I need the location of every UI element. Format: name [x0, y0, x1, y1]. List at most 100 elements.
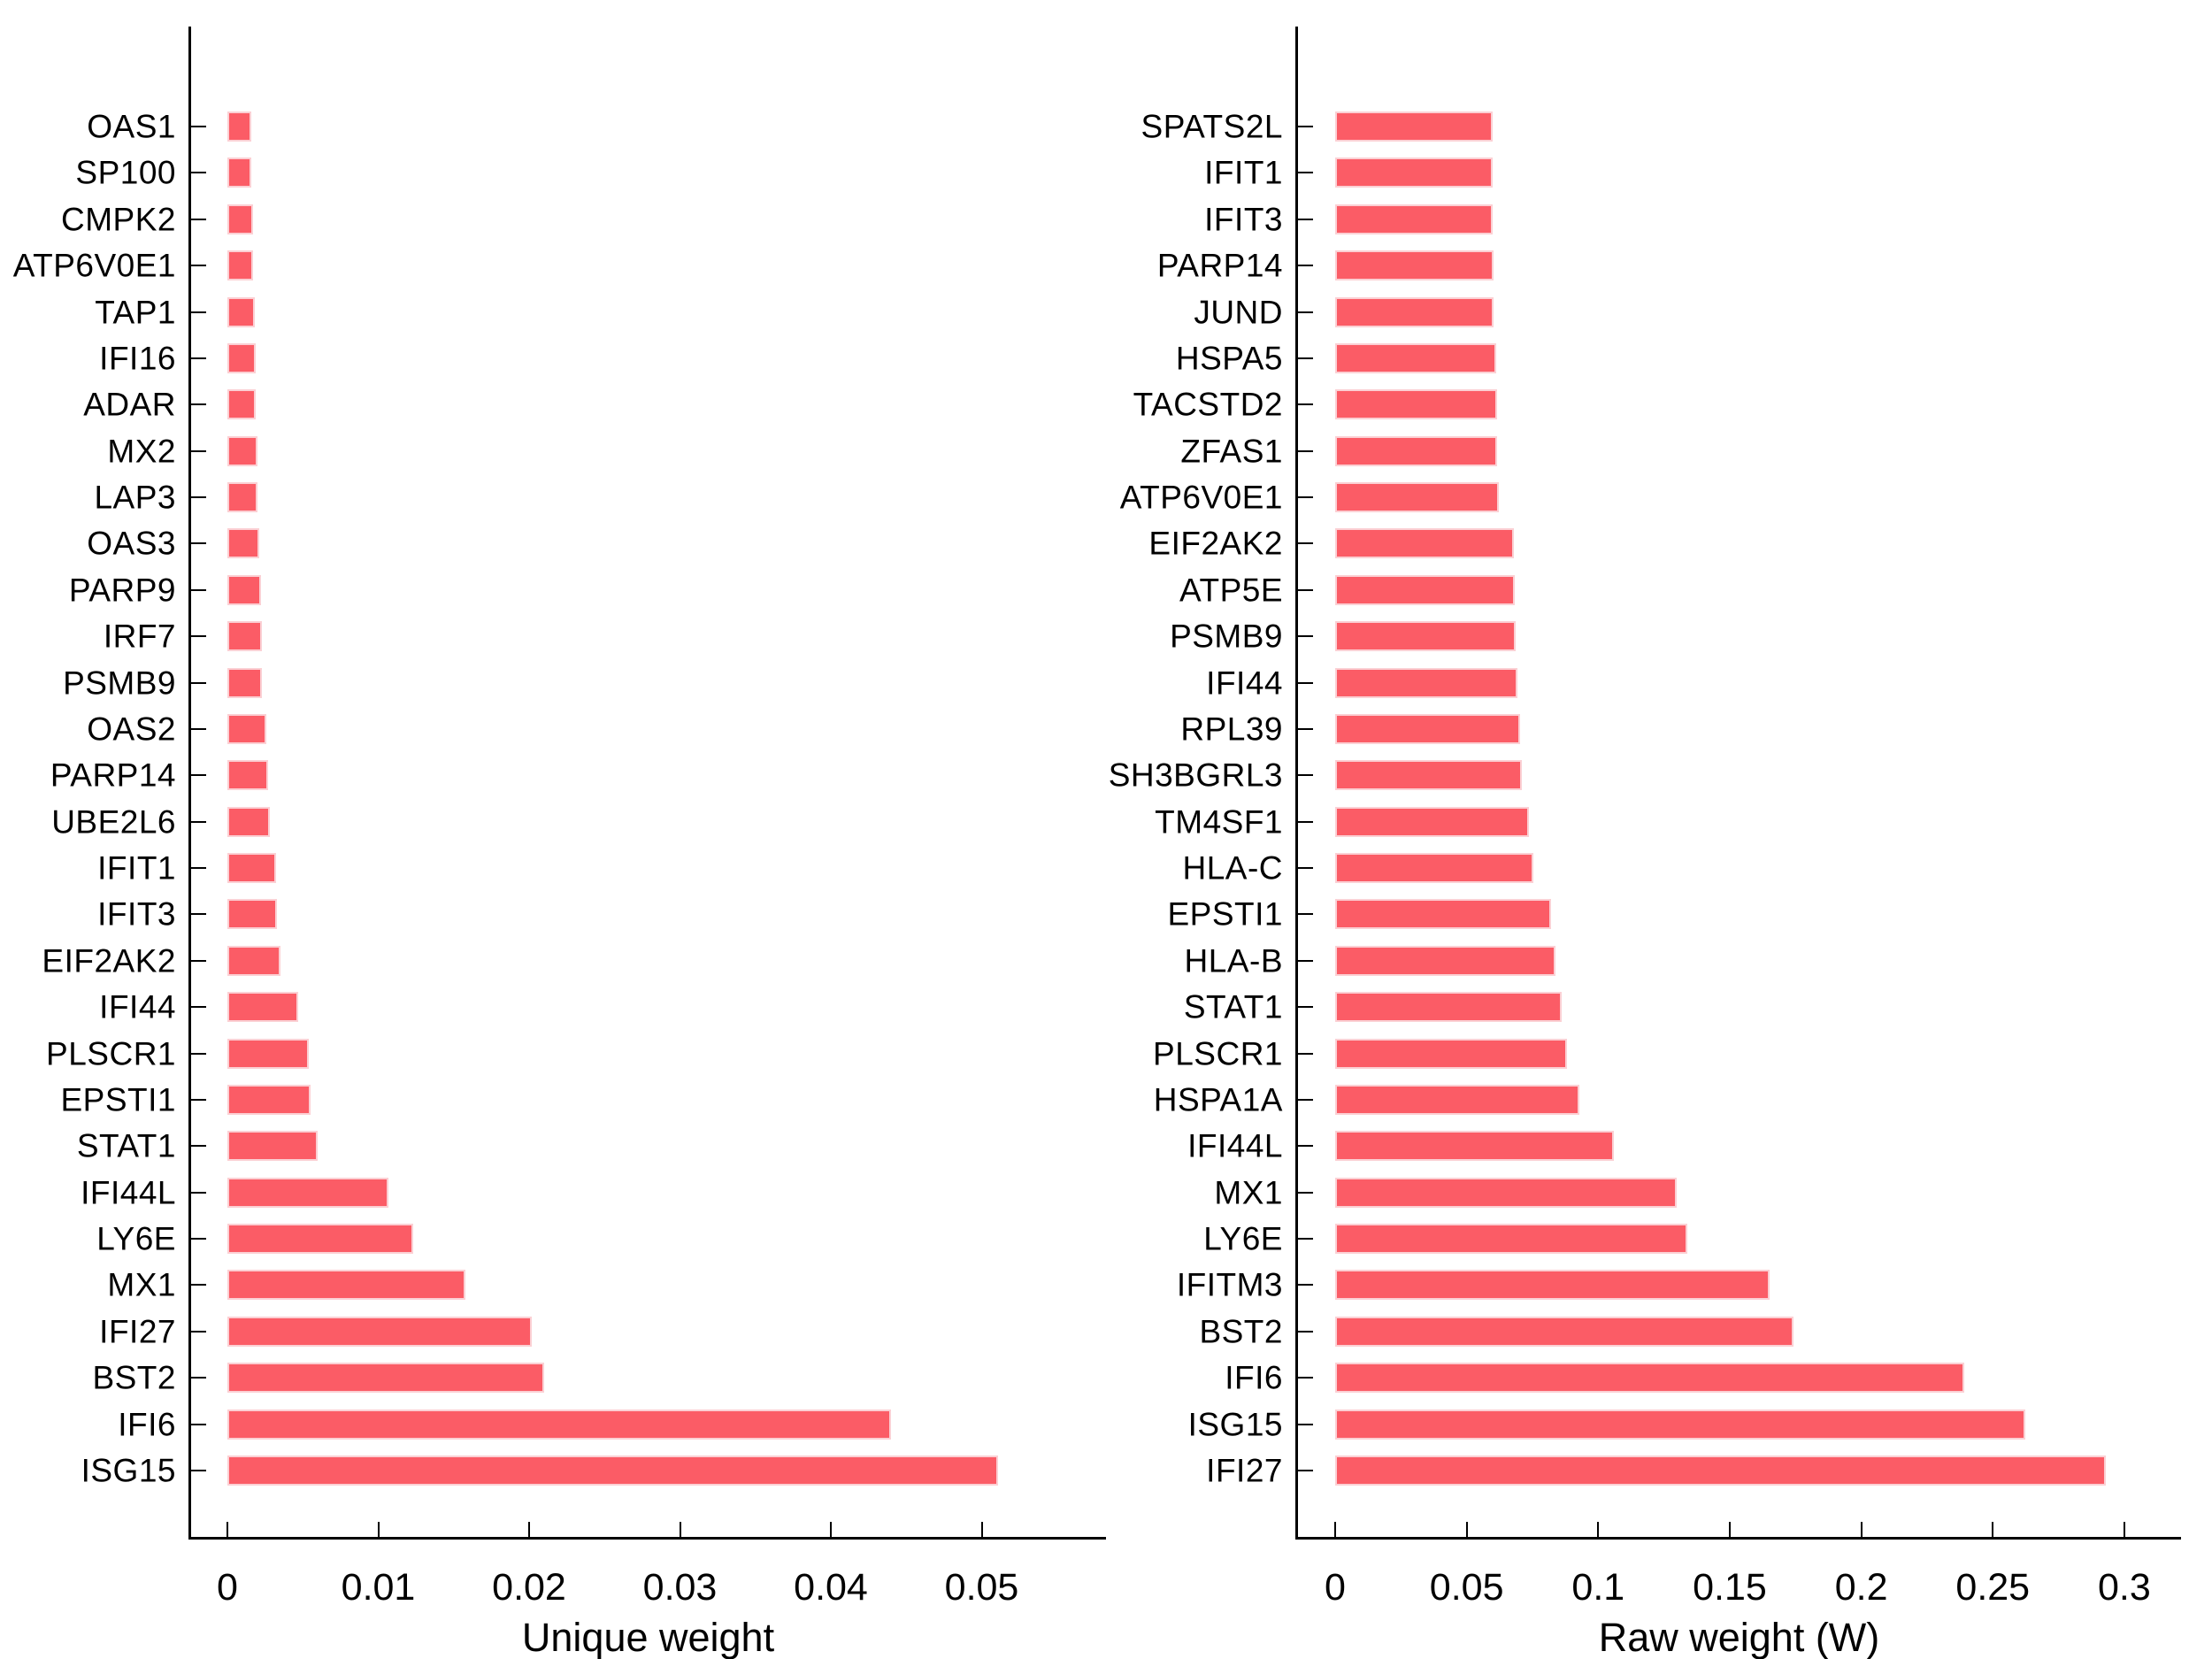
y-axis-label: IFIT3: [97, 895, 176, 933]
x-axis-tick-label: 0.25: [1955, 1566, 2031, 1609]
y-axis-tick: [191, 1377, 206, 1379]
y-axis-label: IFI44: [1206, 664, 1283, 702]
y-axis-label: SPATS2L: [1141, 108, 1283, 145]
bar: [1335, 1084, 1579, 1115]
y-axis-label: HSPA5: [1175, 340, 1283, 377]
y-axis-tick: [1298, 1098, 1313, 1101]
y-axis-tick: [1298, 126, 1313, 127]
bar: [1335, 342, 1496, 373]
x-axis-tick-label: 0.04: [794, 1566, 868, 1609]
bar: [1335, 1038, 1567, 1069]
y-axis-tick: [191, 311, 206, 313]
x-axis-tick-label: 0.15: [1693, 1566, 1767, 1609]
y-axis-tick: [1298, 1238, 1313, 1240]
bar: [1335, 945, 1556, 976]
y-axis-tick: [191, 403, 206, 406]
y-axis-label: IFI6: [1225, 1359, 1283, 1396]
bar: [227, 1270, 466, 1301]
bar: [1335, 389, 1497, 420]
bar: [227, 1084, 311, 1115]
bar: [227, 574, 261, 605]
y-axis-tick: [1298, 542, 1313, 545]
y-axis-tick: [1298, 1470, 1313, 1471]
y-axis-label: PLSCR1: [46, 1035, 176, 1072]
bar: [1335, 853, 1534, 884]
y-axis-tick: [191, 496, 206, 499]
y-axis-tick: [1298, 774, 1313, 777]
bar: [1335, 899, 1552, 930]
y-axis-tick: [1298, 681, 1313, 684]
y-axis-label: PARP14: [1156, 247, 1283, 284]
y-axis-tick: [191, 126, 206, 127]
x-axis-tick: [980, 1522, 983, 1537]
y-axis-label: ZFAS1: [1180, 433, 1283, 470]
x-axis-tick-label: 0.01: [341, 1566, 416, 1609]
y-axis-label: OAS2: [87, 710, 176, 748]
x-axis-tick-label: 0: [1325, 1566, 1346, 1609]
bar: [227, 435, 258, 466]
bar: [1335, 574, 1515, 605]
x-axis-tick: [227, 1522, 228, 1537]
y-axis-label: ATP5E: [1179, 572, 1283, 609]
x-axis-tick: [1992, 1522, 1994, 1537]
x-axis-tick-label: 0.03: [642, 1566, 718, 1609]
y-axis-tick: [191, 449, 206, 452]
y-axis-tick: [191, 774, 206, 777]
y-axis-tick: [1298, 1423, 1313, 1425]
y-axis-label: IFIT1: [97, 849, 176, 887]
y-axis-tick: [1298, 357, 1313, 359]
y-axis-label: OAS3: [87, 525, 176, 562]
bar: [227, 482, 258, 513]
y-axis-tick: [1298, 1006, 1313, 1009]
x-axis-tick: [1334, 1522, 1336, 1537]
y-axis-label: EPSTI1: [1167, 895, 1283, 933]
y-axis-tick: [191, 681, 206, 684]
y-axis-label: UBE2L6: [51, 803, 176, 841]
bar: [1335, 157, 1494, 188]
bar: [1335, 1455, 2107, 1486]
bar: [1335, 806, 1530, 837]
y-axis-label: JUND: [1194, 294, 1283, 331]
bar: [227, 1177, 389, 1208]
y-axis-label: SP100: [75, 154, 176, 191]
y-axis-tick: [1298, 218, 1313, 220]
y-axis-label: TAP1: [95, 294, 176, 331]
y-axis-label: PARP14: [50, 757, 176, 794]
bar: [227, 1455, 999, 1486]
y-axis-tick: [191, 542, 206, 545]
y-axis-spine: [1295, 27, 1298, 1540]
y-axis-tick: [1298, 403, 1313, 406]
y-axis-tick: [191, 635, 206, 638]
y-axis-tick: [191, 1238, 206, 1240]
y-axis-label: IFI6: [118, 1406, 176, 1443]
bar: [227, 1038, 310, 1069]
y-axis-label: MX1: [107, 1266, 176, 1303]
y-axis-label: EIF2AK2: [42, 942, 176, 979]
bar: [1335, 204, 1494, 234]
y-axis-label: IFIT1: [1204, 154, 1283, 191]
x-axis-tick-label: 0: [217, 1566, 238, 1609]
y-axis-label: IFI44L: [1187, 1127, 1283, 1164]
y-axis-label: ISG15: [81, 1452, 176, 1489]
bar: [227, 945, 280, 976]
bar: [227, 1224, 413, 1255]
y-axis-tick: [191, 172, 206, 174]
bar: [1335, 1270, 1770, 1301]
y-axis-tick: [1298, 635, 1313, 638]
bar: [227, 204, 253, 234]
x-axis-tick: [1728, 1522, 1731, 1537]
bar: [1335, 1316, 1793, 1347]
y-axis-label: IFI16: [99, 340, 176, 377]
y-axis-tick: [191, 727, 206, 730]
bar: [227, 992, 299, 1023]
y-axis-label: BST2: [92, 1359, 176, 1396]
bar: [227, 1409, 892, 1440]
y-axis-tick: [191, 218, 206, 220]
y-axis-tick: [191, 357, 206, 359]
y-axis-label: TM4SF1: [1155, 803, 1283, 841]
y-axis-label: RPL39: [1180, 710, 1283, 748]
bar: [1335, 296, 1494, 327]
y-axis-tick: [191, 820, 206, 823]
bar: [1335, 992, 1562, 1023]
bar: [227, 899, 278, 930]
